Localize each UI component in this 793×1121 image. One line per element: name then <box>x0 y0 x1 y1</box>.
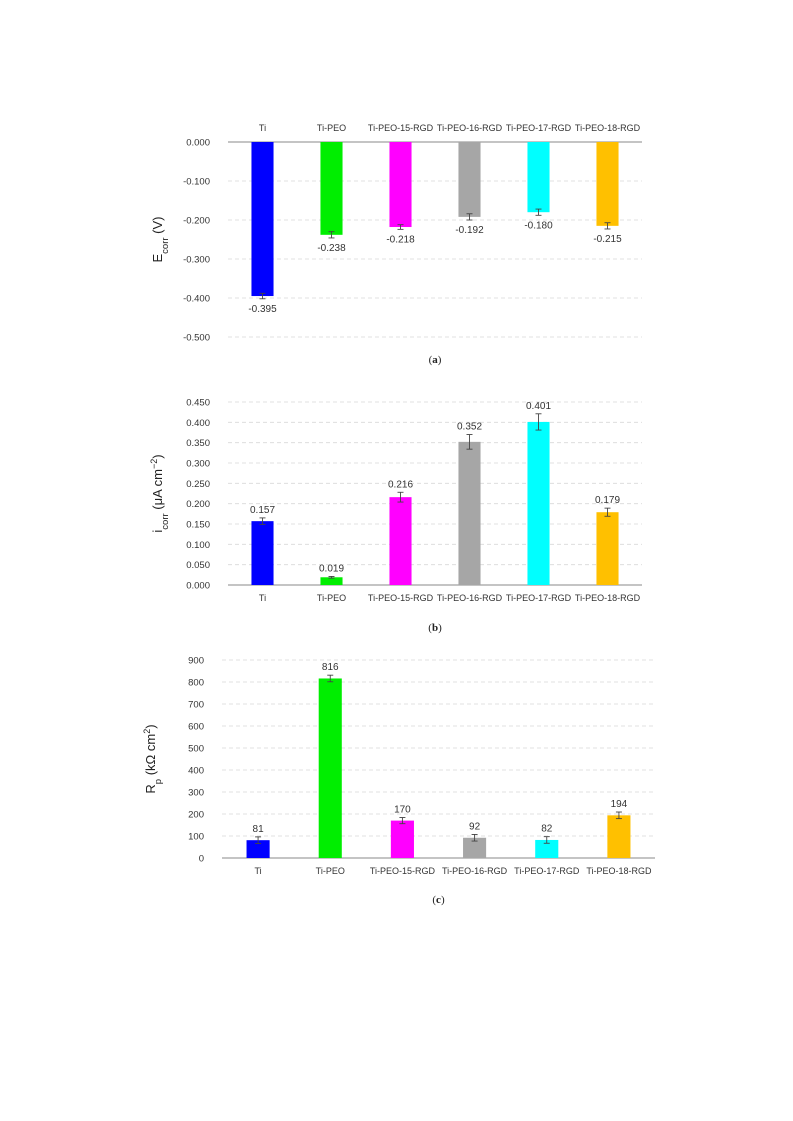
y-tick-label: 0.400 <box>186 418 210 429</box>
category-label: Ti-PEO-16-RGD <box>437 593 503 603</box>
category-label: Ti <box>254 866 261 876</box>
y-tick-label: 0.000 <box>186 138 210 149</box>
category-label: Ti-PEO-18-RGD <box>575 123 641 133</box>
category-label: Ti-PEO-18-RGD <box>586 866 652 876</box>
data-label: -0.238 <box>317 243 346 254</box>
bar-ti <box>246 840 270 858</box>
y-tick-label: 900 <box>188 656 204 667</box>
y-tick-label: -0.400 <box>183 294 210 305</box>
y-tick-label: 600 <box>188 722 204 733</box>
bar-ti-peo <box>320 142 343 235</box>
data-label: 0.179 <box>595 495 620 506</box>
y-tick-label: 0.100 <box>186 540 210 551</box>
y-tick-label: 0.450 <box>186 398 210 409</box>
data-label: 816 <box>322 662 339 673</box>
data-label: -0.215 <box>593 234 622 245</box>
bar-ti-peo-17-rgd <box>535 839 559 858</box>
category-label: Ti-PEO-17-RGD <box>506 593 572 603</box>
data-label: 0.401 <box>526 401 551 412</box>
category-label: Ti-PEO-17-RGD <box>506 123 572 133</box>
bar-ti-peo-18-rgd <box>607 815 631 858</box>
data-label: 92 <box>469 821 481 832</box>
data-label: -0.180 <box>524 220 553 231</box>
y-tick-label: 0.300 <box>186 459 210 470</box>
data-label: -0.218 <box>386 234 415 245</box>
bar-ti-peo-16-rgd <box>458 142 481 217</box>
bar-ti-peo-15-rgd <box>389 142 412 228</box>
y-tick-label: 800 <box>188 678 204 689</box>
y-tick-label: 0.350 <box>186 438 210 449</box>
y-tick-label: 0.000 <box>186 581 210 592</box>
data-label: -0.395 <box>248 304 277 315</box>
y-tick-label: 300 <box>188 788 204 799</box>
chart-panel-b: 0.000 0.050 0.100 0.150 0.200 0.250 0.300 0.350… <box>149 398 642 634</box>
bar-ti <box>251 142 274 297</box>
category-label: Ti-PEO <box>317 593 346 603</box>
y-tick-label: 0 <box>199 854 204 865</box>
bar-ti <box>251 521 274 585</box>
data-label: 0.019 <box>319 563 344 574</box>
bar-ti-peo <box>318 678 342 858</box>
bar-ti-peo-16-rgd <box>458 441 481 585</box>
y-tick-label: -0.100 <box>183 177 210 188</box>
y-tick-label: 500 <box>188 744 204 755</box>
bar-ti-peo-17-rgd <box>527 142 550 213</box>
data-label: 0.157 <box>250 505 275 516</box>
y-axis-label: icorr (μA cm−2) <box>149 454 171 532</box>
y-axis-label: Rp (kΩ cm2) <box>142 724 164 793</box>
chart-panel-c: 0 100 200 300 400 500 600 700 800 900 81 Ti 816 Ti-PE… <box>142 656 655 906</box>
bar-ti-peo <box>320 577 343 585</box>
y-tick-label: 200 <box>188 810 204 821</box>
y-tick-label: 0.200 <box>186 499 210 510</box>
bar-ti-peo-17-rgd <box>527 421 550 585</box>
category-label: Ti <box>259 123 266 133</box>
category-label: Ti-PEO-15-RGD <box>368 593 434 603</box>
y-tick-label: 700 <box>188 700 204 711</box>
data-label: 82 <box>541 824 553 835</box>
category-label: Ti <box>259 593 266 603</box>
y-tick-label: 100 <box>188 832 204 843</box>
panel-caption: (a) <box>429 354 442 366</box>
y-tick-label: -0.500 <box>183 333 210 344</box>
data-label: -0.192 <box>455 225 484 236</box>
panel-caption: (b) <box>428 622 442 634</box>
y-axis-label: Ecorr (V) <box>150 217 171 263</box>
chart-panel-a: 0.000 -0.100 -0.200 -0.300 -0.400 -0.500 -0.39… <box>150 123 642 366</box>
y-tick-label: 0.150 <box>186 520 210 531</box>
category-label: Ti-PEO-18-RGD <box>575 593 641 603</box>
bar-ti-peo-18-rgd <box>596 142 619 226</box>
data-label: 0.352 <box>457 422 482 433</box>
data-label: 81 <box>253 824 265 835</box>
y-tick-label: -0.200 <box>183 216 210 227</box>
data-label: 170 <box>394 805 411 816</box>
data-label: 194 <box>611 799 628 810</box>
bar-ti-peo-18-rgd <box>596 512 619 585</box>
category-label: Ti-PEO-17-RGD <box>514 866 580 876</box>
bar-ti-peo-15-rgd <box>390 820 414 858</box>
category-label: Ti-PEO <box>317 123 346 133</box>
category-label: Ti-PEO-15-RGD <box>368 123 434 133</box>
category-label: Ti-PEO-16-RGD <box>437 123 503 133</box>
y-tick-label: -0.300 <box>183 255 210 266</box>
category-label: Ti-PEO-15-RGD <box>370 866 436 876</box>
y-tick-label: 0.250 <box>186 479 210 490</box>
bar-ti-peo-15-rgd <box>389 497 412 585</box>
category-label: Ti-PEO <box>316 866 345 876</box>
bar-ti-peo-16-rgd <box>463 837 487 858</box>
y-tick-label: 0.050 <box>186 560 210 571</box>
panel-caption: (c) <box>432 894 445 906</box>
category-label: Ti-PEO-16-RGD <box>442 866 508 876</box>
data-label: 0.216 <box>388 479 413 490</box>
y-tick-label: 400 <box>188 766 204 777</box>
